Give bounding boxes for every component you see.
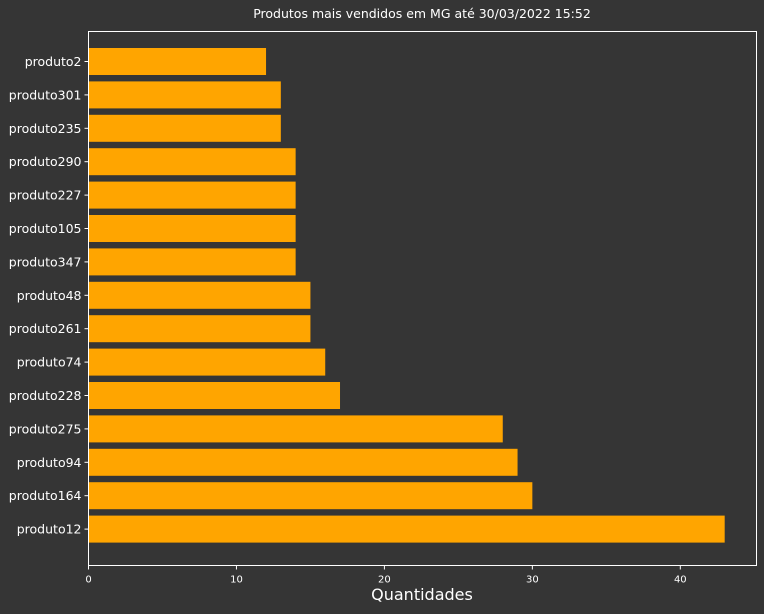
plot-frame (88, 31, 757, 566)
bar-produto2 (88, 48, 267, 75)
x-tick-label: 20 (378, 575, 391, 586)
bar-produto235 (88, 114, 281, 142)
bar-produto105 (88, 215, 296, 242)
y-tick-label-produto105: produto105 (9, 221, 82, 236)
plot-area (88, 48, 725, 543)
bar-produto94 (88, 448, 518, 476)
bar-produto74 (88, 348, 326, 376)
x-tick-label: 30 (526, 575, 539, 586)
y-tick-label-produto290: produto290 (9, 154, 82, 169)
y-tick-label-produto228: produto228 (9, 388, 82, 403)
y-tick-label-produto48: produto48 (17, 288, 82, 303)
bar-produto48 (88, 281, 311, 309)
y-tick-label-produto2: produto2 (25, 54, 82, 69)
y-tick-label-produto275: produto275 (9, 421, 82, 436)
bar-produto261 (88, 315, 311, 343)
bar-produto347 (88, 248, 296, 276)
bar-produto12 (88, 515, 725, 543)
x-axis-ticks: 0 10 20 30 40 (85, 565, 687, 586)
bar-produto164 (88, 482, 533, 510)
x-tick-label: 0 (85, 575, 91, 586)
x-tick-label: 10 (230, 575, 243, 586)
y-tick-label-produto164: produto164 (9, 488, 82, 503)
y-tick-label-produto227: produto227 (9, 188, 82, 203)
y-tick-label-produto12: produto12 (17, 522, 82, 537)
bar-produto275 (88, 415, 503, 443)
bar-produto290 (88, 148, 296, 176)
y-tick-label-produto74: produto74 (17, 355, 82, 370)
bar-produto228 (88, 382, 341, 409)
chart-title: Produtos mais vendidos em MG até 30/03/2… (253, 6, 591, 21)
bar-produto301 (88, 81, 281, 109)
y-tick-label-produto261: produto261 (9, 321, 82, 336)
y-tick-label-produto301: produto301 (9, 87, 82, 102)
y-axis-labels: produto2 produto301 produto235 produto290 pr… (9, 54, 89, 537)
y-tick-label-produto347: produto347 (9, 254, 82, 269)
x-tick-label: 40 (674, 575, 687, 586)
x-axis-label: Quantidades (371, 585, 473, 604)
y-tick-label-produto94: produto94 (17, 455, 82, 470)
y-tick-label-produto235: produto235 (9, 121, 82, 136)
bar-produto227 (88, 181, 296, 209)
